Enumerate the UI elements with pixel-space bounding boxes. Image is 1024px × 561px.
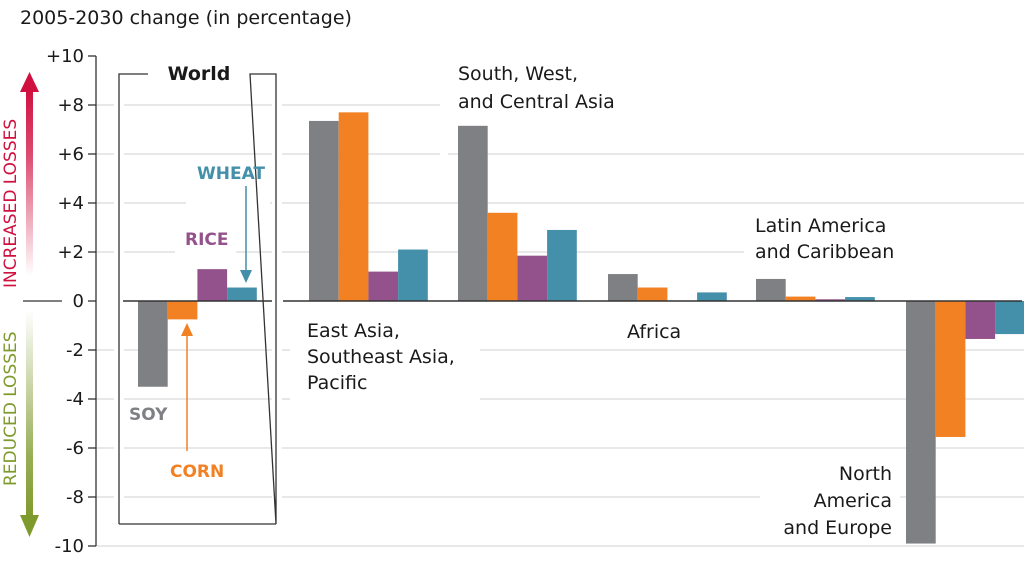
chart-title: 2005-2030 change (in percentage)	[20, 7, 352, 29]
region-label: South, West,	[458, 63, 578, 85]
region-label: Pacific	[307, 372, 367, 394]
bar-corn	[487, 212, 518, 301]
bar-soy	[756, 278, 786, 301]
region-labels: East Asia, Southeast Asia, Pacific South, W…	[307, 63, 894, 539]
increased-losses-arrow-shaft	[26, 90, 33, 276]
region-label: America	[814, 490, 892, 512]
y-tick-label: +2	[57, 242, 84, 263]
bar-corn	[338, 112, 369, 301]
bar-soy	[458, 125, 488, 301]
bar-rice	[815, 299, 846, 301]
bar-corn	[637, 287, 668, 301]
bar-wheat	[995, 301, 1024, 335]
y-tick-label: -2	[66, 340, 84, 361]
y-tick-label: +4	[57, 193, 84, 214]
y-tick-label: -10	[55, 536, 84, 557]
rice-label: RICE	[185, 230, 229, 250]
region-label: and Caribbean	[755, 241, 894, 263]
y-tick-label: 0	[73, 291, 84, 312]
bar-soy	[138, 301, 168, 387]
bar-soy	[608, 274, 638, 301]
world-label: World	[168, 63, 231, 85]
increased-losses-label: INCREASED LOSSES	[1, 119, 21, 288]
region-label: and Central Asia	[458, 91, 615, 113]
region-label: North	[839, 463, 892, 485]
bar-wheat	[845, 297, 875, 301]
bar-soy	[906, 301, 936, 544]
region-label: Latin America	[755, 215, 886, 237]
up-arrow-icon	[20, 72, 39, 92]
region-label: and Europe	[783, 517, 892, 539]
bar-wheat	[697, 292, 727, 301]
bar-rice	[368, 271, 399, 301]
bars	[138, 112, 1024, 544]
bar-corn	[935, 301, 966, 437]
corn-label: CORN	[170, 462, 224, 482]
y-tick-label: +6	[57, 144, 84, 165]
wheat-label: WHEAT	[197, 164, 265, 184]
crop-annotations: WHEAT RICE SOY CORN	[129, 164, 265, 482]
reduced-losses-arrow-shaft	[26, 310, 33, 518]
y-tick-label: +10	[46, 46, 84, 67]
soy-label: SOY	[129, 405, 168, 425]
arrow-up-icon	[181, 323, 193, 336]
bar-corn	[785, 296, 816, 301]
bar-wheat	[547, 229, 577, 301]
bar-wheat	[398, 249, 428, 301]
y-tick-label: -8	[66, 487, 84, 508]
bar-wheat	[227, 287, 257, 301]
down-arrow-icon	[20, 515, 39, 537]
reduced-losses-label: REDUCED LOSSES	[1, 331, 21, 486]
region-label: Southeast Asia,	[307, 346, 455, 368]
y-tick-label: +8	[57, 95, 84, 116]
world-box: World	[118, 63, 277, 525]
bar-rice	[517, 255, 548, 301]
side-arrows: INCREASED LOSSES REDUCED LOSSES	[1, 72, 62, 537]
arrow-down-icon	[240, 270, 252, 283]
bar-soy	[309, 120, 339, 301]
bar-rice	[197, 269, 228, 301]
y-axis: +10 +8 +6 +4 +2 0 -2 -4 -6 -8 -10	[46, 46, 97, 557]
region-label: Africa	[627, 321, 681, 343]
y-tick-label: -6	[66, 438, 84, 459]
y-tick-label: -4	[66, 389, 84, 410]
bar-rice	[965, 301, 996, 339]
bar-corn	[167, 301, 198, 320]
region-label: East Asia,	[307, 320, 400, 342]
